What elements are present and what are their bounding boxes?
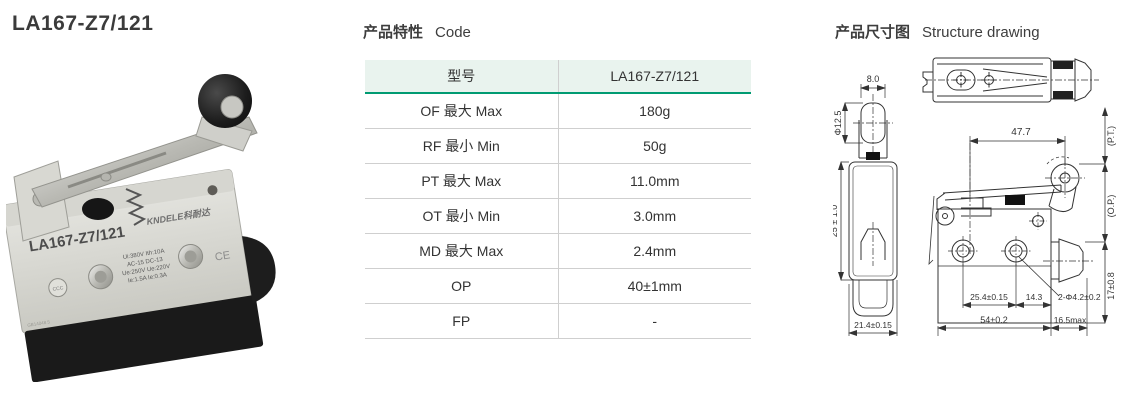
features-heading-zh: 产品特性 bbox=[363, 24, 424, 41]
standard-text: GB14048.5 bbox=[27, 319, 51, 328]
table-row: OP 40±1mm bbox=[365, 269, 751, 304]
table-row: RF 最小 Min 50g bbox=[365, 129, 751, 164]
spec-table: 型号 LA167-Z7/121 OF 最大 Max 180g RF 最小 Min… bbox=[365, 60, 751, 339]
dimensions-heading-en: Structure drawing bbox=[922, 24, 1040, 41]
rating-line-2: AC-15 DC-13 bbox=[127, 257, 164, 269]
terminal-screw-left-center bbox=[94, 270, 107, 283]
front-view-right-dimensions: (P.T.) (O.P.) 17±0.8 bbox=[1051, 107, 1116, 324]
ce-mark-text: CE bbox=[214, 249, 231, 263]
front-view-screws bbox=[948, 212, 1047, 266]
dimensions-heading: 产品尺寸图 Structure drawing bbox=[835, 21, 1040, 42]
spec-label: OF 最大 Max bbox=[365, 94, 559, 128]
features-heading: 产品特性 Code bbox=[363, 21, 471, 42]
dimensions-heading-zh: 产品尺寸图 bbox=[835, 24, 911, 41]
spec-value: - bbox=[652, 313, 658, 329]
product-photo-svg: LA167-Z7/121 KNDELE科耐达 Ui:380V Ith:10A A… bbox=[2, 74, 276, 383]
front-view-bottom-dimensions: 25.4±0.15 14.3 2-Φ4.2±0.2 54±0.2 16.5max bbox=[937, 257, 1101, 336]
dim-side-width: 21.4±0.15 bbox=[854, 320, 892, 330]
dim-roller-dia: Φ12.5 bbox=[833, 111, 843, 136]
side-view-dimensions: 8.0 Φ12.5 25 ± 1.0 21.4±0.15 bbox=[829, 74, 898, 336]
roller-pin bbox=[220, 95, 244, 119]
side-view: 8.0 Φ12.5 25 ± 1.0 21.4±0.15 bbox=[829, 74, 898, 336]
spec-label: FP bbox=[365, 304, 559, 338]
table-row: OF 最大 Max 180g bbox=[365, 94, 751, 129]
lever-slot bbox=[67, 151, 167, 189]
spec-label: OP bbox=[365, 269, 559, 303]
dim-body-height: 25 ± 1.0 bbox=[833, 205, 839, 237]
roller-bracket bbox=[195, 116, 253, 152]
top-view bbox=[923, 58, 1099, 102]
table-row: OT 最小 Min 3.0mm bbox=[365, 199, 751, 234]
ccc-mark-text: CCC bbox=[52, 285, 64, 293]
ccc-mark-icon bbox=[48, 278, 68, 298]
structure-drawing-svg: 8.0 Φ12.5 25 ± 1.0 21.4±0.15 47.7 bbox=[829, 46, 1116, 336]
dim-op: (O.P.) bbox=[1106, 195, 1116, 218]
spec-label: PT 最大 Max bbox=[365, 164, 559, 198]
spec-label: RF 最小 Min bbox=[365, 129, 559, 163]
spec-value: 2.4mm bbox=[633, 243, 677, 259]
table-row: MD 最大 Max 2.4mm bbox=[365, 234, 751, 269]
dim-hole-spacing: 25.4±0.15 bbox=[970, 292, 1008, 302]
dim-mounting-holes: 2-Φ4.2±0.2 bbox=[1058, 292, 1101, 302]
body-base bbox=[24, 295, 264, 383]
structure-drawing: 8.0 Φ12.5 25 ± 1.0 21.4±0.15 47.7 bbox=[829, 46, 1138, 402]
product-photo: LA167-Z7/121 KNDELE科耐达 Ui:380V Ith:10A A… bbox=[2, 52, 306, 383]
spec-table-header-row: 型号 LA167-Z7/121 bbox=[365, 60, 751, 94]
plunger-cap bbox=[242, 236, 276, 304]
dim-hole-offset: 14.3 bbox=[1026, 292, 1043, 302]
dim-body-length: 54±0.2 bbox=[980, 315, 1007, 325]
body-hole bbox=[207, 185, 218, 196]
page-title: LA167-Z7/121 bbox=[12, 12, 154, 35]
spec-value: 3.0mm bbox=[633, 208, 677, 224]
spec-value: 11.0mm bbox=[629, 173, 680, 189]
features-heading-en: Code bbox=[435, 24, 471, 41]
spec-label: MD 最大 Max bbox=[365, 234, 559, 268]
terminal-screw-right-center bbox=[184, 250, 197, 263]
spec-value: 180g bbox=[639, 103, 671, 119]
dim-pt: (P.T.) bbox=[1106, 126, 1116, 146]
dim-lever-length: 47.7 bbox=[1011, 127, 1031, 138]
spec-value: 50g bbox=[643, 138, 667, 154]
dim-roller-width: 8.0 bbox=[867, 74, 880, 84]
front-view: 47.7 (P.T.) bbox=[929, 107, 1116, 336]
spring bbox=[125, 188, 147, 226]
spec-value: 40±1mm bbox=[627, 278, 682, 294]
spec-label: OT 最小 Min bbox=[365, 199, 559, 233]
spec-header-model: 型号 bbox=[365, 60, 559, 92]
rubber-boot bbox=[82, 198, 114, 220]
dim-right-height: 17±0.8 bbox=[1106, 272, 1116, 299]
dim-plunger-max: 16.5max bbox=[1054, 315, 1087, 325]
table-row: FP - bbox=[365, 304, 751, 339]
table-row: PT 最大 Max 11.0mm bbox=[365, 164, 751, 199]
lever-rivet bbox=[100, 172, 112, 182]
spec-header-value: LA167-Z7/121 bbox=[610, 68, 700, 84]
